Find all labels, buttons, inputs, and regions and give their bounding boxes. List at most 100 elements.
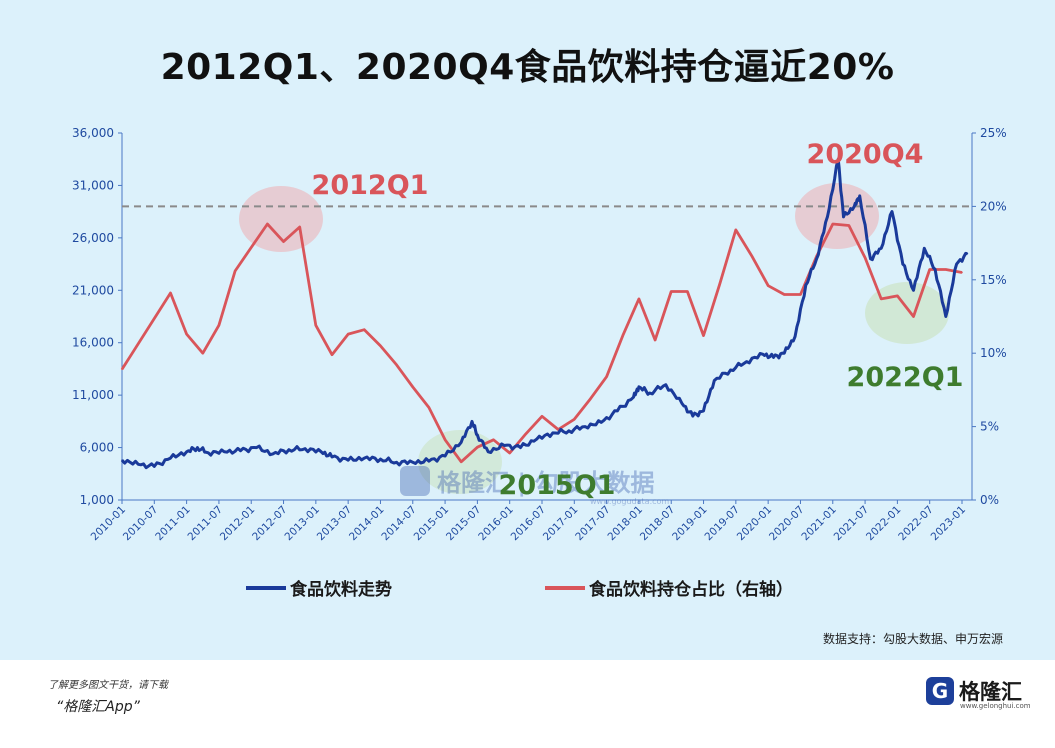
series-point	[729, 369, 732, 371]
series-point	[525, 433, 527, 435]
series-point	[137, 463, 139, 466]
series-point	[912, 315, 915, 318]
watermark-text: 格隆汇 | 勾股大数据	[437, 469, 654, 497]
series-point	[751, 255, 753, 258]
series-point	[961, 271, 963, 274]
series-point	[718, 283, 721, 286]
series-point	[282, 240, 285, 243]
series-point	[794, 335, 796, 338]
series-point	[169, 457, 172, 459]
series-point	[411, 461, 414, 464]
right-tick-label: 15%	[980, 273, 1007, 287]
watermark-logo-icon	[400, 466, 430, 496]
series-point	[945, 268, 947, 271]
series-point	[632, 396, 635, 399]
legend-label-ratio: 食品饮料持仓占比（右轴）	[589, 580, 793, 600]
series-point	[411, 386, 414, 388]
left-tick-label: 1,000	[80, 493, 114, 507]
watermark-url: www.gogudata.com	[590, 497, 669, 506]
dual-axis-line-chart: 1,000 6,000 11,000 16,000 21,000 26,000 31,000…	[72, 126, 1007, 543]
series-point	[864, 256, 866, 259]
series-point	[880, 247, 883, 250]
series-point	[395, 364, 398, 366]
series-point	[869, 258, 872, 260]
brand-name: 格隆汇	[959, 680, 1022, 704]
series-point	[853, 205, 856, 208]
series-point	[460, 441, 463, 444]
series-point	[444, 455, 446, 457]
series-point	[616, 410, 619, 412]
series-point	[831, 223, 834, 225]
series-point	[169, 292, 172, 294]
series-point	[761, 353, 764, 356]
series-point	[648, 392, 651, 394]
series-point	[638, 298, 640, 300]
chart-title: 2012Q1、2020Q4食品饮料持仓逼近20%	[160, 47, 895, 88]
series-point	[923, 247, 926, 250]
series-point	[691, 415, 694, 417]
series-point	[783, 352, 786, 355]
right-tick-label: 25%	[980, 126, 1007, 140]
right-tick-label: 10%	[980, 346, 1007, 360]
series-point	[476, 446, 479, 448]
series-point	[298, 226, 301, 228]
series-point	[288, 448, 290, 451]
right-tick-label: 5%	[980, 420, 999, 434]
series-point	[331, 456, 333, 458]
series-point	[471, 420, 473, 423]
legend-label-index: 食品饮料走势	[290, 580, 392, 600]
left-tick-label: 11,000	[72, 388, 114, 402]
series-point	[363, 328, 366, 331]
left-tick-label: 16,000	[72, 336, 114, 350]
series-point	[223, 450, 226, 453]
series-point	[347, 333, 349, 335]
brand-mark-icon: G	[926, 677, 954, 705]
series-point	[621, 334, 624, 337]
legend-item-index: 食品饮料走势	[246, 575, 392, 600]
series-point	[589, 397, 592, 400]
series-point	[519, 446, 522, 449]
series-point	[320, 450, 323, 453]
series-point	[428, 406, 430, 409]
series-point	[966, 252, 969, 255]
series-point	[535, 438, 538, 440]
series-point	[945, 315, 947, 318]
series-point	[654, 339, 656, 341]
series-point	[395, 461, 398, 464]
series-point	[153, 465, 156, 468]
series-point	[702, 334, 705, 337]
series-point	[234, 270, 236, 272]
series-point	[955, 263, 958, 265]
series-point	[304, 447, 306, 450]
series-point	[702, 410, 705, 412]
series-point	[928, 268, 931, 271]
series-point	[207, 452, 209, 454]
series-point	[266, 223, 269, 225]
series-point	[250, 246, 253, 249]
series-point	[826, 216, 829, 218]
annotation-label: 2020Q4	[807, 139, 924, 170]
series-point	[568, 429, 570, 432]
series-point	[347, 459, 349, 461]
left-tick-label: 36,000	[72, 126, 114, 140]
series-point	[460, 461, 463, 463]
holding-ratio-series	[120, 222, 963, 464]
left-tick-label: 6,000	[80, 441, 114, 455]
series-point	[271, 453, 274, 455]
series-point	[805, 284, 807, 286]
series-point	[121, 459, 123, 461]
series-point	[541, 415, 543, 418]
series-point	[848, 224, 850, 227]
legend-item-ratio: 食品饮料持仓占比（右轴）	[545, 575, 793, 600]
series-point	[934, 268, 936, 271]
series-point	[331, 353, 333, 356]
annotations: 2012Q1 2020Q4 2015Q1 2022Q1	[312, 139, 964, 501]
series-point	[379, 345, 382, 347]
series-point	[783, 293, 786, 296]
series-point	[638, 385, 640, 388]
annotation-label: 2012Q1	[312, 170, 429, 201]
series-point	[363, 457, 366, 459]
data-source: 数据支持：勾股大数据、申万宏源	[822, 632, 1003, 646]
series-point	[912, 289, 915, 292]
series-point	[428, 460, 430, 463]
